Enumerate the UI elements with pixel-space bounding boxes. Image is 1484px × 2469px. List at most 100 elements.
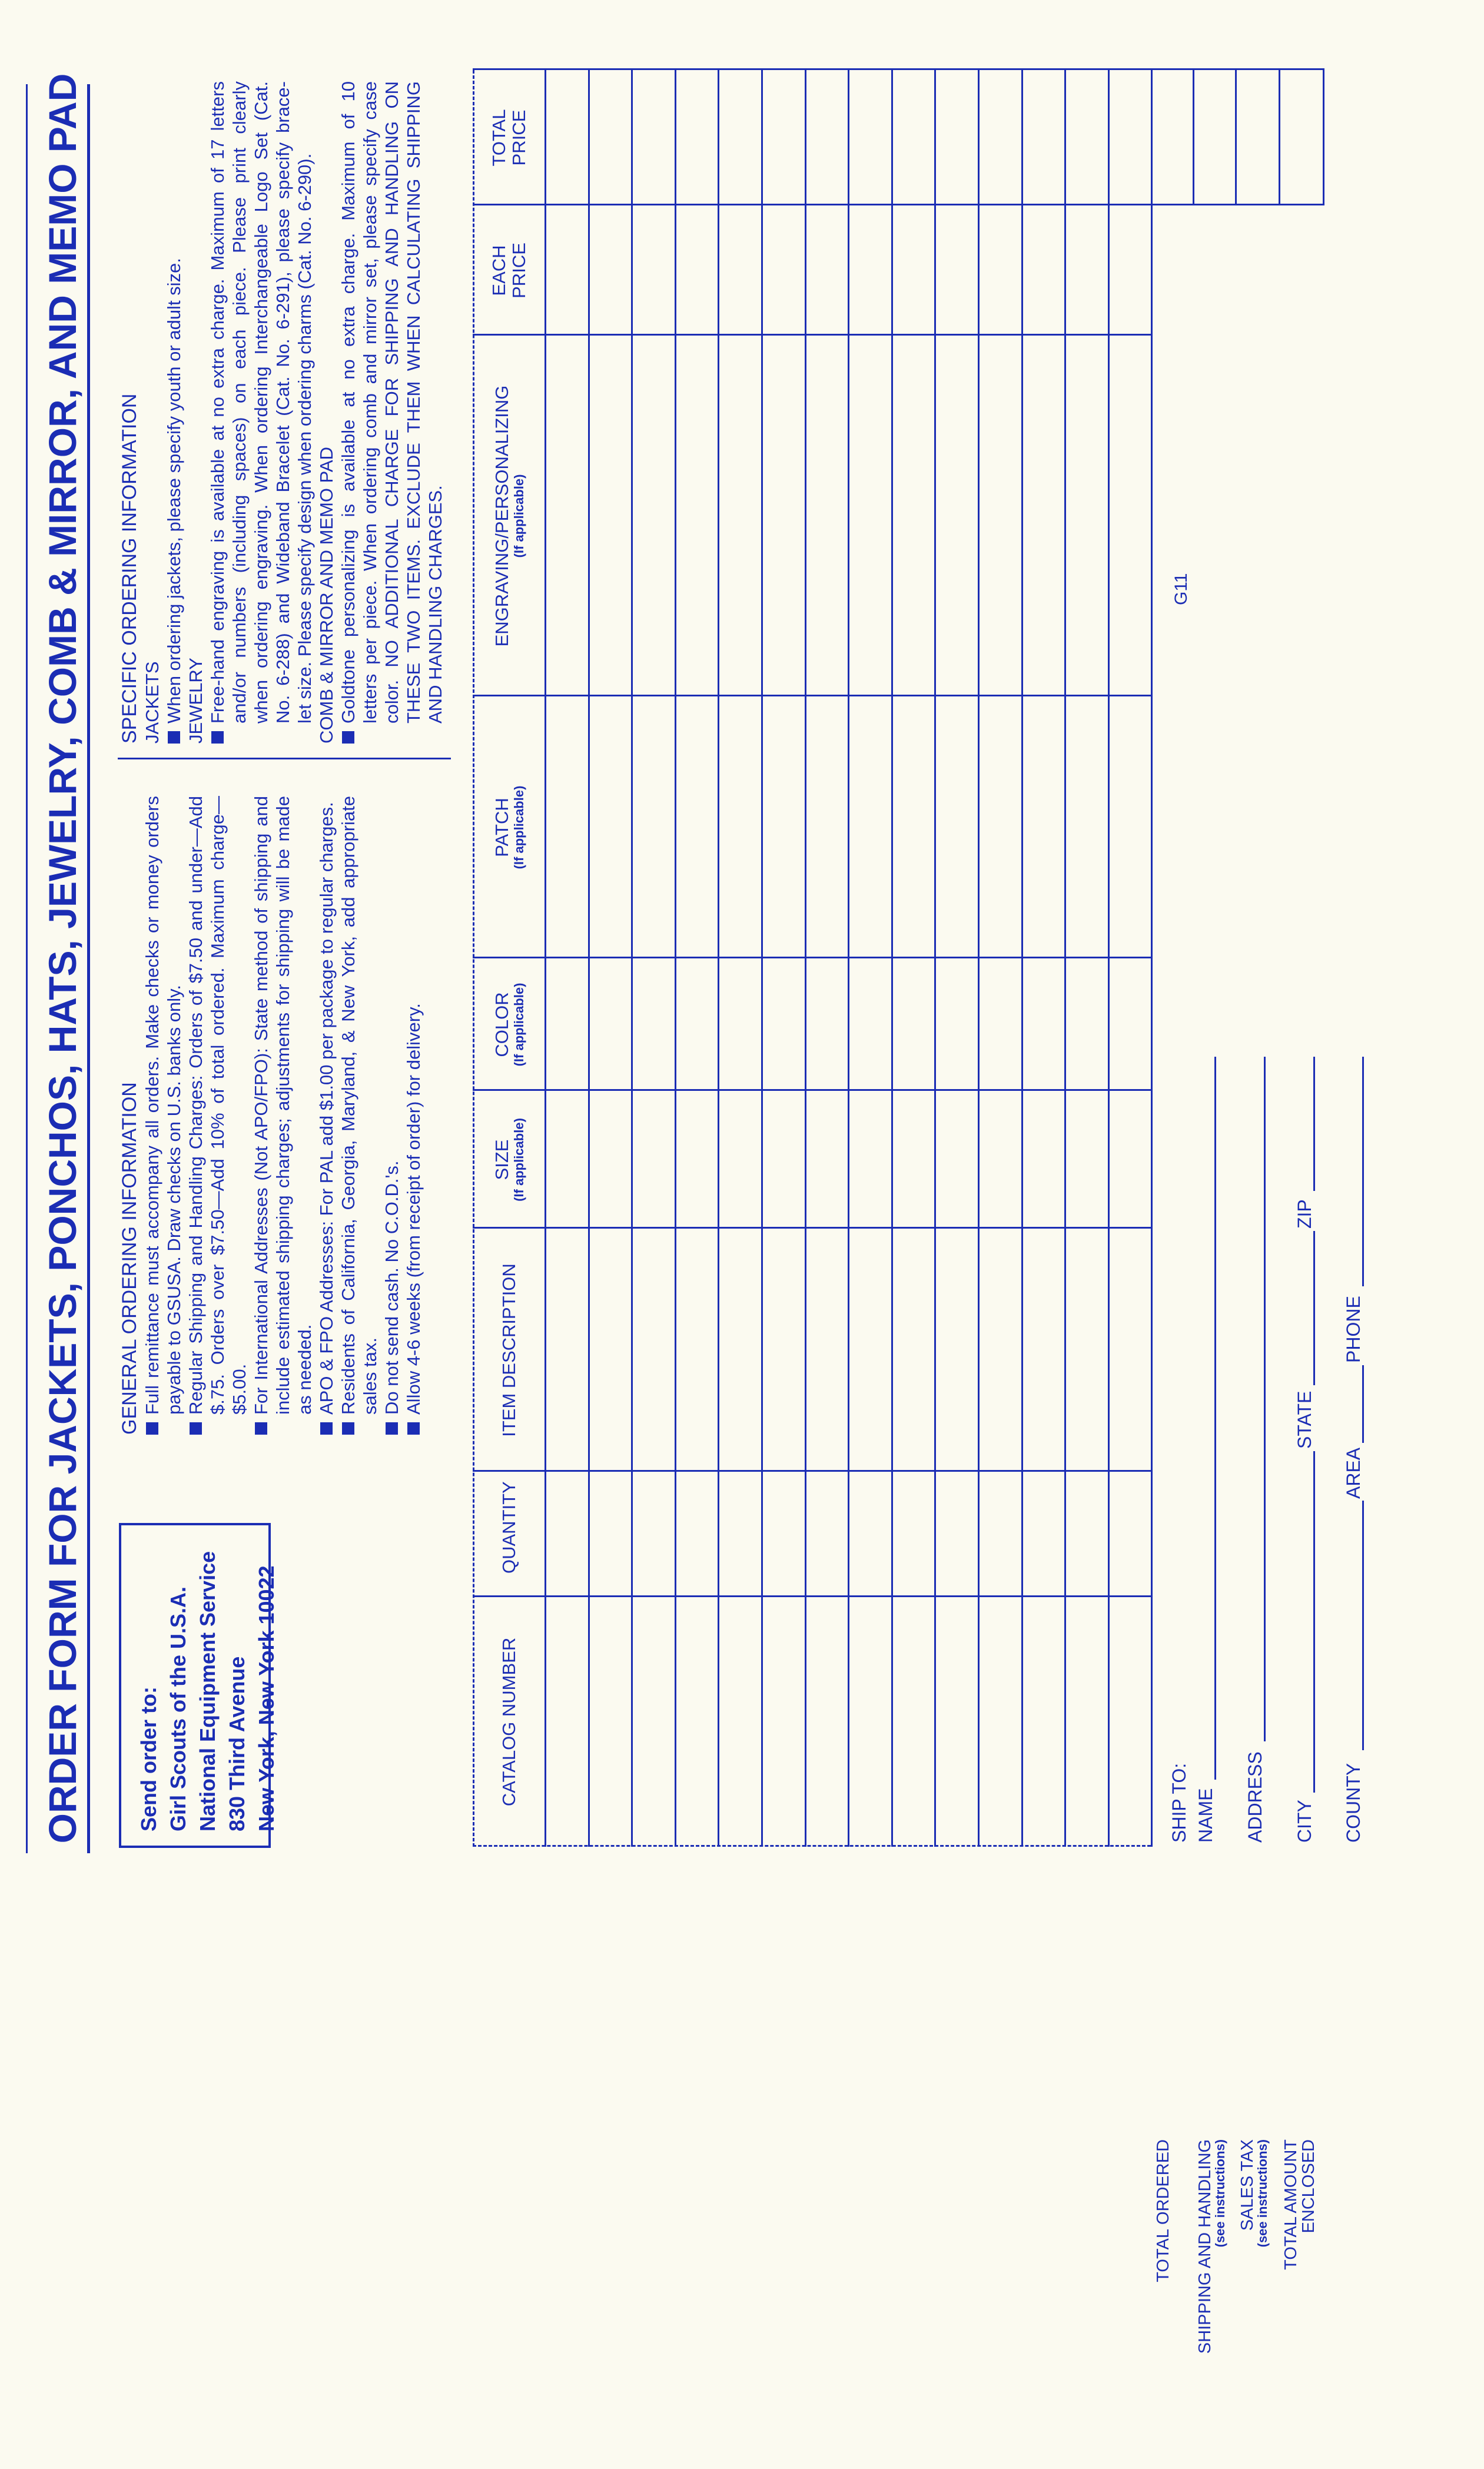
bullet-item: Residents of California, Georgia, Maryla… — [337, 796, 381, 1435]
name-field[interactable] — [1214, 1057, 1216, 1780]
bullet-line: Residents of California, Georgia, Maryla… — [338, 796, 358, 1415]
county-label: COUNTY — [1343, 1763, 1364, 1843]
bullet-line: Regular Shipping and Handling Charges: O… — [185, 796, 206, 1415]
area-code-field[interactable] — [1362, 1365, 1364, 1443]
form-code: G11 — [1171, 573, 1191, 605]
county-field[interactable] — [1362, 1501, 1364, 1750]
total-row-divider — [1323, 68, 1324, 205]
address-field[interactable] — [1264, 1057, 1266, 1741]
total-label: TOTAL ORDERED — [1154, 2139, 1173, 2469]
table-top-border — [473, 70, 474, 1847]
bullet-line: $.75. Orders over $7.50—Add 10% of total… — [207, 796, 228, 1415]
bullet-line: APO & FPO Addresses: For PAL add $1.00 p… — [316, 802, 337, 1415]
table-row[interactable] — [718, 70, 761, 1847]
bullet-item: Full remittance must accompany all order… — [141, 796, 185, 1435]
total-label-text: TOTAL AMOUNT ENCLOSED — [1282, 2139, 1318, 2270]
table-row[interactable] — [761, 70, 805, 1847]
bullet-item: APO & FPO Addresses: For PAL add $1.00 p… — [316, 796, 337, 1435]
name-label: NAME — [1195, 1788, 1216, 1843]
column-header: CATALOG NUMBER — [476, 1597, 542, 1847]
total-label-text: SHIPPING AND HANDLING — [1196, 2139, 1214, 2354]
total-amount-field[interactable] — [1235, 70, 1279, 205]
total-label: SALES TAX (see instructions) — [1238, 2139, 1270, 2469]
bullet-line: When ordering jackets, please specify yo… — [164, 258, 184, 724]
total-amount-field[interactable] — [1279, 70, 1323, 205]
state-label: STATE — [1294, 1391, 1315, 1449]
order-form-sheet: ORDER FORM FOR JACKETS, PONCHOS, HATS, J… — [26, 68, 1364, 2354]
bullet-line: AND HANDLING CHARGES. — [425, 485, 446, 724]
total-label-text: SALES TAX — [1238, 2139, 1257, 2231]
table-row[interactable] — [805, 70, 848, 1847]
bullet-line: Do not send cash. No C.O.D.'s. — [381, 1160, 402, 1415]
specific-heading: SPECIFIC ORDERING INFORMATION — [118, 393, 141, 744]
bullet-line: let size. Please specify design when ord… — [294, 153, 315, 724]
total-amount-field[interactable] — [1193, 70, 1235, 205]
area-label: AREA — [1343, 1447, 1364, 1499]
table-row[interactable] — [588, 70, 632, 1847]
total-label-text: TOTAL ORDERED — [1154, 2139, 1173, 2282]
title-rule — [87, 84, 90, 1853]
bullet-item: Regular Shipping and Handling Charges: O… — [185, 796, 250, 1435]
column-header-label: CATALOG NUMBER — [499, 1637, 519, 1807]
column-header: QUANTITY — [476, 1472, 542, 1597]
specific-ordering-information: SPECIFIC ORDERING INFORMATION JACKETS Whe… — [118, 81, 446, 744]
section-title: JACKETS — [142, 661, 162, 744]
table-row[interactable] — [545, 70, 588, 1847]
bullet-line: $5.00. — [229, 1363, 250, 1415]
bullet-square-icon — [190, 1422, 202, 1435]
bullet-line: color. NO ADDITIONAL CHARGE FOR SHIPPING… — [381, 81, 402, 724]
bullet-item: Do not send cash. No C.O.D.'s. — [381, 796, 403, 1435]
table-row[interactable] — [1021, 70, 1065, 1847]
column-header-sublabel: (If applicable) — [512, 785, 526, 870]
state-field[interactable] — [1313, 1231, 1315, 1385]
phone-field[interactable] — [1362, 1057, 1364, 1286]
column-header-sublabel: (If applicable) — [512, 1118, 526, 1202]
column-header-sublabel: (If applicable) — [512, 474, 526, 558]
city-field[interactable] — [1313, 1451, 1315, 1793]
column-header-label: TOTAL PRICE — [489, 109, 529, 167]
table-row[interactable] — [891, 70, 935, 1847]
column-header-sublabel: (If applicable) — [512, 983, 526, 1067]
column-header-label: COLOR — [492, 992, 512, 1057]
column-header: PATCH (If applicable) — [476, 696, 542, 958]
section-title: COMB & MIRROR AND MEMO PAD — [316, 446, 337, 744]
column-header-label: ITEM DESCRIPTION — [499, 1263, 519, 1437]
total-label: SHIPPING AND HANDLING (see instructions) — [1196, 2139, 1227, 2469]
address-label: ADDRESS — [1244, 1751, 1266, 1843]
table-row[interactable] — [978, 70, 1021, 1847]
total-label: TOTAL AMOUNT ENCLOSED — [1282, 2139, 1318, 2316]
page-title: ORDER FORM FOR JACKETS, PONCHOS, HATS, J… — [41, 73, 84, 1844]
table-row[interactable] — [1108, 70, 1151, 1847]
bullet-square-icon — [168, 731, 180, 744]
column-header: COLOR (If applicable) — [476, 958, 542, 1091]
total-amount-field[interactable] — [1151, 70, 1193, 205]
table-row[interactable] — [631, 70, 675, 1847]
column-header-label: SIZE — [492, 1139, 512, 1180]
bullet-line: No. 6-288) and Wideband Bracelet (Cat. N… — [273, 81, 293, 724]
column-header-label: EACH PRICE — [489, 243, 529, 298]
bullet-line: sales tax. — [360, 1338, 380, 1415]
section-divider — [118, 758, 451, 759]
bullet-item: For International Addresses (Not APO/FPO… — [250, 796, 316, 1435]
table-row[interactable] — [848, 70, 891, 1847]
bullet-item: Allow 4-6 weeks (from receipt of order) … — [403, 796, 424, 1435]
table-row[interactable] — [934, 70, 978, 1847]
zip-field[interactable] — [1313, 1057, 1315, 1191]
total-label-sub: (see instructions) — [1213, 2139, 1227, 2248]
bullet-item: Goldtone personalizing is available at n… — [337, 81, 446, 744]
street-address: 830 Third Avenue — [225, 1656, 249, 1831]
column-header: SIZE (If applicable) — [476, 1091, 542, 1229]
bullet-item: Free-hand engraving is available at no e… — [207, 81, 316, 744]
org-name: Girl Scouts of the U.S.A. — [166, 1586, 190, 1831]
bullet-square-icon — [255, 1422, 267, 1435]
table-row[interactable] — [1064, 70, 1108, 1847]
bullet-line: include estimated shipping charges; adju… — [273, 796, 293, 1415]
bullet-line: Allow 4-6 weeks (from receipt of order) … — [403, 1003, 424, 1415]
row-divider — [1151, 68, 1153, 1847]
bullet-square-icon — [342, 1422, 354, 1435]
column-header-label: PATCH — [492, 798, 512, 857]
total-label-sub: (see instructions) — [1255, 2139, 1270, 2248]
bullet-line: Free-hand engraving is available at no e… — [207, 81, 228, 724]
send-order-address-box: Send order to: Girl Scouts of the U.S.A.… — [119, 1523, 278, 1848]
table-row[interactable] — [675, 70, 718, 1847]
